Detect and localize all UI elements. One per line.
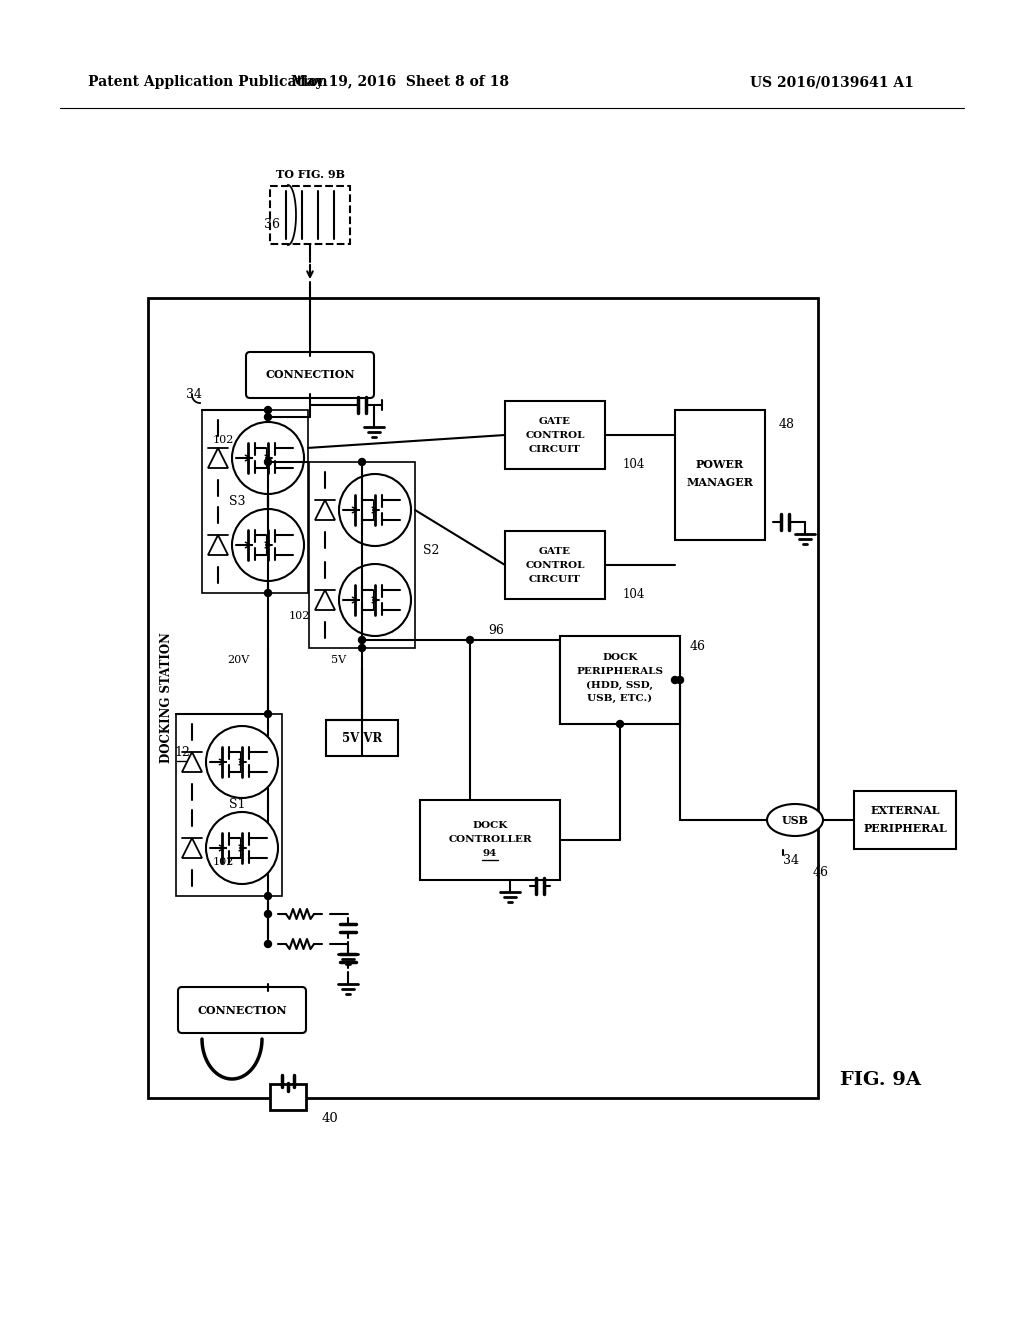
Text: 96: 96 xyxy=(488,623,504,636)
Circle shape xyxy=(232,422,304,494)
FancyBboxPatch shape xyxy=(270,186,350,244)
Polygon shape xyxy=(315,500,335,520)
Text: 104: 104 xyxy=(623,589,645,602)
FancyBboxPatch shape xyxy=(505,531,605,599)
FancyBboxPatch shape xyxy=(148,298,818,1098)
Circle shape xyxy=(206,812,278,884)
Polygon shape xyxy=(182,838,202,858)
Circle shape xyxy=(339,474,411,546)
Text: US 2016/0139641 A1: US 2016/0139641 A1 xyxy=(750,75,913,88)
Circle shape xyxy=(264,892,271,899)
Text: 20V: 20V xyxy=(227,655,250,665)
Text: (HDD, SSD,: (HDD, SSD, xyxy=(587,680,653,689)
Text: GATE: GATE xyxy=(539,417,571,425)
FancyBboxPatch shape xyxy=(854,791,956,849)
Text: 94: 94 xyxy=(483,850,497,858)
Text: CONNECTION: CONNECTION xyxy=(198,1005,287,1015)
FancyBboxPatch shape xyxy=(505,401,605,469)
Text: PERIPHERALS: PERIPHERALS xyxy=(577,667,664,676)
Circle shape xyxy=(264,458,271,466)
Polygon shape xyxy=(208,535,228,554)
FancyBboxPatch shape xyxy=(270,1084,306,1110)
Text: FIG. 9A: FIG. 9A xyxy=(840,1071,921,1089)
Circle shape xyxy=(339,564,411,636)
FancyBboxPatch shape xyxy=(560,636,680,723)
Text: 5V: 5V xyxy=(331,655,346,665)
Text: DOCK: DOCK xyxy=(472,821,508,830)
FancyBboxPatch shape xyxy=(178,987,306,1034)
Text: 36: 36 xyxy=(264,219,280,231)
Text: 34: 34 xyxy=(186,388,202,401)
Polygon shape xyxy=(208,447,228,469)
Text: S1: S1 xyxy=(229,799,246,812)
Circle shape xyxy=(206,726,278,799)
FancyBboxPatch shape xyxy=(675,411,765,540)
Text: 5V VR: 5V VR xyxy=(342,731,382,744)
Circle shape xyxy=(264,413,271,421)
Text: DOCKING STATION: DOCKING STATION xyxy=(160,632,172,763)
Circle shape xyxy=(467,636,473,644)
Text: MANAGER: MANAGER xyxy=(686,478,754,488)
Circle shape xyxy=(264,940,271,948)
Text: GATE: GATE xyxy=(539,546,571,556)
Text: PERIPHERAL: PERIPHERAL xyxy=(863,822,947,833)
Text: USB, ETC.): USB, ETC.) xyxy=(588,693,652,702)
Text: CONNECTION: CONNECTION xyxy=(265,370,354,380)
Ellipse shape xyxy=(767,804,823,836)
Text: 46: 46 xyxy=(813,866,829,879)
Text: 12: 12 xyxy=(174,747,189,759)
Text: 102: 102 xyxy=(213,857,234,867)
Text: EXTERNAL: EXTERNAL xyxy=(870,804,940,816)
Polygon shape xyxy=(182,752,202,772)
Text: CONTROL: CONTROL xyxy=(525,430,585,440)
FancyBboxPatch shape xyxy=(420,800,560,880)
Text: 34: 34 xyxy=(783,854,799,866)
Text: CIRCUIT: CIRCUIT xyxy=(529,574,581,583)
Text: USB: USB xyxy=(781,814,809,825)
Circle shape xyxy=(358,644,366,652)
Circle shape xyxy=(677,676,683,684)
Polygon shape xyxy=(315,590,335,610)
Text: S3: S3 xyxy=(229,495,246,508)
Text: CONTROL: CONTROL xyxy=(525,561,585,569)
Text: DOCK: DOCK xyxy=(602,653,638,663)
Text: CONTROLLER: CONTROLLER xyxy=(449,836,531,845)
FancyBboxPatch shape xyxy=(246,352,374,399)
Text: 104: 104 xyxy=(623,458,645,471)
Text: May 19, 2016  Sheet 8 of 18: May 19, 2016 Sheet 8 of 18 xyxy=(291,75,509,88)
Text: 40: 40 xyxy=(322,1113,339,1126)
Circle shape xyxy=(358,636,366,644)
Text: TO FIG. 9B: TO FIG. 9B xyxy=(275,169,344,180)
Circle shape xyxy=(358,458,366,466)
Text: 46: 46 xyxy=(690,639,706,652)
Text: 102: 102 xyxy=(213,436,234,445)
Text: POWER: POWER xyxy=(696,459,744,470)
Text: 102: 102 xyxy=(289,611,310,620)
Text: 48: 48 xyxy=(779,417,795,430)
FancyBboxPatch shape xyxy=(326,719,398,756)
Circle shape xyxy=(264,407,271,413)
Text: Patent Application Publication: Patent Application Publication xyxy=(88,75,328,88)
Circle shape xyxy=(616,721,624,727)
Circle shape xyxy=(232,510,304,581)
Circle shape xyxy=(264,710,271,718)
Circle shape xyxy=(264,911,271,917)
Circle shape xyxy=(672,676,679,684)
Circle shape xyxy=(264,590,271,597)
Text: CIRCUIT: CIRCUIT xyxy=(529,445,581,454)
Text: S2: S2 xyxy=(423,544,439,557)
